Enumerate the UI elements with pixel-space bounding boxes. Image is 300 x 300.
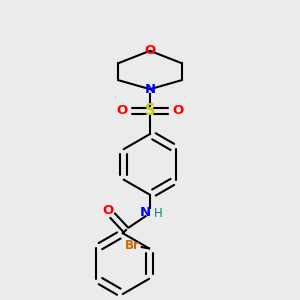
Text: O: O <box>116 104 128 118</box>
Text: O: O <box>102 204 113 217</box>
Text: N: N <box>144 83 156 96</box>
Text: O: O <box>172 104 184 118</box>
Text: H: H <box>154 206 162 220</box>
Text: Br: Br <box>124 239 139 252</box>
Text: O: O <box>144 44 156 57</box>
Text: N: N <box>140 206 151 219</box>
Text: S: S <box>145 103 155 118</box>
